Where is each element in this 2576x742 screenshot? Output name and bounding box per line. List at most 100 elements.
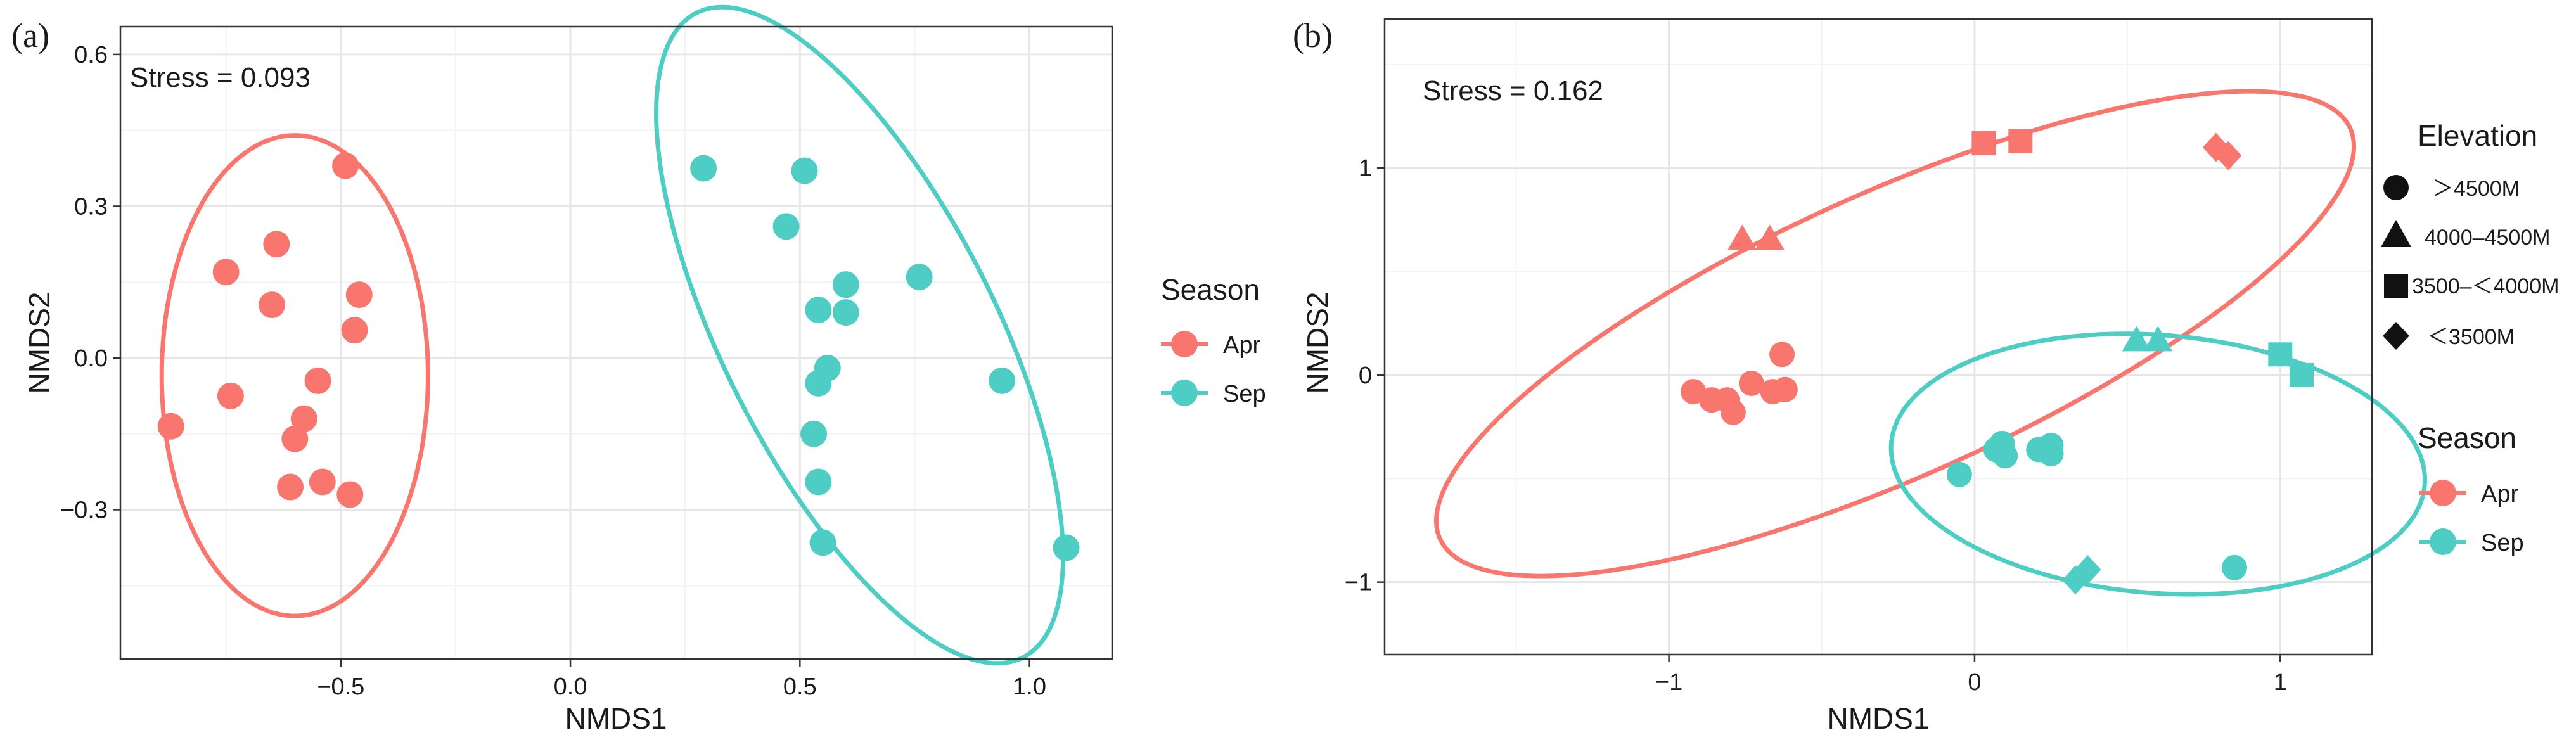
y-tick-label: 0.0 (74, 345, 108, 372)
data-point-apr (290, 405, 317, 432)
data-point-sep (2143, 326, 2173, 352)
data-point-apr (1971, 131, 1996, 156)
plot-background-a (120, 27, 1112, 659)
data-point-sep (2074, 555, 2101, 585)
plot-frame-b (1383, 18, 2373, 656)
points-b (1681, 129, 2314, 595)
y-tick-label: −0.3 (60, 497, 108, 523)
legend-label-sep-a: Sep (1223, 381, 1266, 407)
plot-frame-a (119, 25, 1113, 660)
stress-label-b: Stress = 0.162 (1423, 75, 1603, 106)
circle-shape-icon (2383, 175, 2409, 200)
points-a (157, 152, 1080, 561)
legend-label-elev-2: 4000–4500M (2425, 226, 2551, 250)
data-point-sep (2268, 342, 2293, 367)
data-point-apr (2008, 129, 2033, 153)
data-point-apr (2215, 141, 2242, 170)
x-tick-label: −1 (1655, 669, 1682, 696)
data-point-apr (157, 413, 184, 440)
data-point-apr (1769, 342, 1795, 368)
data-point-sep (1992, 443, 2018, 469)
legend-elevation-title: Elevation (2418, 119, 2537, 152)
stress-label-a: Stress = 0.093 (130, 62, 311, 93)
legend-marker-apr-a (1171, 331, 1198, 357)
data-point-apr (263, 231, 290, 258)
y-tick-label: −1 (1345, 570, 1372, 596)
x-axis-title-b: NMDS1 (1827, 702, 1929, 735)
data-point-sep (772, 213, 800, 240)
data-point-apr (309, 468, 336, 496)
legend-title-a: Season (1161, 273, 1260, 306)
y-tick-label: 0.3 (74, 193, 108, 220)
ellipse-sep (1888, 331, 2427, 597)
y-tick-label: 0 (1359, 362, 1372, 389)
data-point-apr (336, 481, 364, 508)
plot-background-b (1385, 19, 2372, 655)
data-point-apr (1772, 376, 1798, 402)
legend-item-apr-a: Apr (1161, 331, 1260, 359)
data-point-apr (1727, 224, 1757, 250)
data-point-sep (832, 299, 859, 326)
data-point-sep (805, 297, 832, 324)
data-point-sep (809, 529, 836, 556)
axis-ticks-a: −0.5 0.0 0.5 1.0 −0.3 0.0 0.3 0.6 (60, 42, 1046, 700)
square-shape-icon (2384, 274, 2408, 298)
data-point-apr (259, 291, 286, 319)
x-tick-label: 1.0 (1013, 674, 1046, 700)
legend-season-b: Season Apr Sep (2418, 421, 2524, 556)
legend-item-elev-square: 3500–＜4000M (2384, 274, 2560, 298)
data-point-sep (1053, 534, 1080, 561)
legend-item-elev-diamond: ＜3500M (2383, 322, 2515, 350)
data-point-sep (832, 271, 859, 298)
legend-item-apr-b: Apr (2419, 480, 2518, 508)
y-tick-label: 1 (1359, 155, 1372, 182)
panel-a: (a) Stress = 0.093 −0.5 0.0 0.5 1.0 −0.3 0.0 0… (11, 4, 1266, 735)
ellipse-sep (653, 4, 1066, 666)
data-point-sep (906, 264, 933, 291)
data-point-apr (1755, 224, 1785, 250)
x-tick-label: 0 (1968, 669, 1981, 696)
data-point-apr (1720, 399, 1746, 425)
panel-label-b: (b) (1293, 16, 1333, 54)
ellipse-apr (159, 133, 430, 618)
data-point-sep (2038, 441, 2064, 467)
data-point-sep (2122, 326, 2151, 352)
legend-item-elev-circle: ＞4500M (2383, 175, 2520, 201)
legend-label-apr-b: Apr (2481, 481, 2518, 508)
legend-season-a: Season Apr Sep (1161, 273, 1266, 407)
data-point-apr (212, 259, 240, 286)
data-point-sep (2290, 362, 2314, 387)
data-point-apr (277, 473, 304, 501)
legend-label-apr-a: Apr (1223, 332, 1260, 359)
data-point-sep (2221, 554, 2247, 580)
y-axis-title-b: NMDS2 (1301, 291, 1334, 393)
legend-elevation-b: Elevation ＞4500M 4000–4500M 3500–＜4000M … (2381, 119, 2560, 350)
data-point-apr (304, 367, 331, 394)
data-point-apr (1738, 371, 1764, 397)
legend-label-elev-3: 3500–＜4000M (2412, 274, 2560, 298)
data-point-apr (332, 152, 359, 179)
data-point-apr (217, 382, 244, 409)
y-axis-title-a: NMDS2 (23, 291, 56, 393)
legend-label-elev-1: ＞4500M (2432, 177, 2520, 201)
panel-label-a: (a) (11, 16, 49, 54)
axis-ticks-b: −1 0 1 −1 0 1 (1345, 155, 2287, 696)
data-point-sep (805, 369, 832, 397)
grid-b (1385, 19, 2372, 655)
data-point-apr (281, 425, 309, 452)
panel-b: (b) Stress = 0.162 −1 0 1−101 NMDS1 NMDS2 … (1293, 16, 2560, 735)
legend-season-title-b: Season (2418, 421, 2516, 454)
legend-item-sep-b: Sep (2419, 528, 2524, 556)
data-point-apr (345, 281, 373, 309)
legend-label-elev-4: ＜3500M (2427, 325, 2515, 349)
x-tick-label: 0.0 (554, 674, 587, 700)
data-point-sep (690, 155, 717, 182)
x-tick-label: −0.5 (317, 674, 364, 700)
legend-marker-apr-b (2430, 480, 2456, 506)
ellipses-a (159, 4, 1066, 666)
data-point-sep (791, 157, 818, 184)
data-point-sep (805, 468, 832, 496)
x-axis-title-a: NMDS1 (565, 702, 667, 735)
data-point-apr (341, 317, 368, 344)
